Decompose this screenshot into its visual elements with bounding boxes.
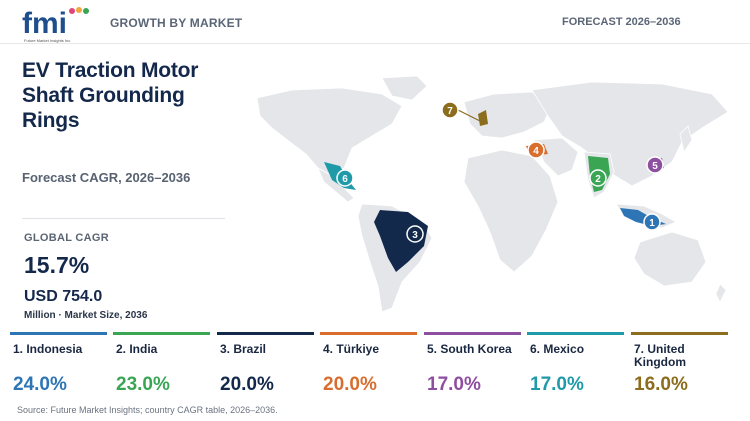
marker-south-korea[interactable]: 5: [646, 156, 664, 174]
section-title: GROWTH BY MARKET: [110, 16, 243, 30]
marker-label-1: 1: [649, 218, 655, 229]
card-country-label: 5. South Korea: [427, 342, 512, 356]
global-cagr-value: 15.7%: [24, 252, 90, 278]
card-country-label: 2. India: [116, 342, 158, 356]
card-cagr-value: 20.0%: [323, 374, 377, 395]
source-note: Source: Future Market Insights; country …: [17, 405, 278, 415]
summary-panel: EV Traction Motor Shaft Grounding Rings …: [22, 58, 227, 321]
marker-mexico[interactable]: 6: [336, 169, 354, 187]
country-card-indonesia[interactable]: 1. Indonesia 24.0%: [10, 332, 107, 398]
country-card-india[interactable]: 2. India 23.0%: [113, 332, 210, 398]
marker-turkiye[interactable]: 4: [527, 141, 545, 159]
card-accent-bar: [631, 332, 728, 335]
marker-label-7: 7: [447, 106, 453, 117]
card-cagr-value: 16.0%: [634, 374, 688, 395]
card-accent-bar: [10, 332, 107, 335]
marker-india[interactable]: 2: [589, 169, 607, 187]
card-country-label: 4. Türkiye: [323, 342, 380, 356]
global-cagr-label: GLOBAL CAGR: [24, 232, 109, 244]
card-cagr-value: 17.0%: [530, 374, 584, 395]
marker-label-4: 4: [533, 146, 539, 157]
page-title: EV Traction Motor Shaft Grounding Rings: [22, 59, 199, 132]
market-size-value: USD 754.0: [24, 288, 103, 305]
world-map: 1 2 3 4 5 6 7: [232, 75, 750, 316]
card-accent-bar: [320, 332, 417, 335]
marker-label-5: 5: [652, 161, 658, 172]
country-card-united-kingdom[interactable]: 7. United Kingdom 16.0%: [631, 332, 728, 398]
card-cagr-value: 24.0%: [13, 374, 67, 395]
card-cagr-value: 23.0%: [116, 374, 170, 395]
card-cagr-value: 20.0%: [220, 374, 274, 395]
logo-subtext: Future Market Insights Inc.: [24, 38, 72, 43]
forecast-label: FORECAST 2026–2036: [562, 16, 681, 28]
card-country-label: 6. Mexico: [530, 342, 585, 356]
marker-brazil[interactable]: 3: [406, 225, 424, 243]
marker-label-3: 3: [412, 230, 418, 241]
card-cagr-value: 17.0%: [427, 374, 481, 395]
fmi-logo: fmi Future Market Insights Inc.: [22, 7, 92, 45]
card-country-label: 3. Brazil: [220, 342, 267, 356]
card-accent-bar: [527, 332, 624, 335]
card-accent-bar: [424, 332, 521, 335]
card-accent-bar: [217, 332, 314, 335]
country-card-mexico[interactable]: 6. Mexico 17.0%: [527, 332, 624, 398]
card-country-label: 1. Indonesia: [13, 342, 83, 356]
marker-label-2: 2: [595, 174, 601, 185]
header: fmi Future Market Insights Inc. GROWTH B…: [0, 0, 750, 44]
market-size-note: Million · Market Size, 2036: [24, 310, 148, 321]
marker-united-kingdom[interactable]: 7: [441, 101, 459, 119]
country-card-south-korea[interactable]: 5. South Korea 17.0%: [424, 332, 521, 398]
country-card-brazil[interactable]: 3. Brazil 20.0%: [217, 332, 314, 398]
country-card-turkiye[interactable]: 4. Türkiye 20.0%: [320, 332, 417, 398]
marker-label-6: 6: [342, 174, 348, 185]
country-cards: 1. Indonesia 24.0% 2. India 23.0% 3. Bra…: [10, 332, 750, 402]
marker-indonesia[interactable]: 1: [643, 213, 661, 231]
divider: [22, 218, 225, 219]
forecast-subtitle: Forecast CAGR, 2026–2036: [22, 170, 191, 185]
logo-text: fmi: [22, 7, 67, 40]
card-country-label: 7. United Kingdom: [634, 342, 686, 369]
card-accent-bar: [113, 332, 210, 335]
